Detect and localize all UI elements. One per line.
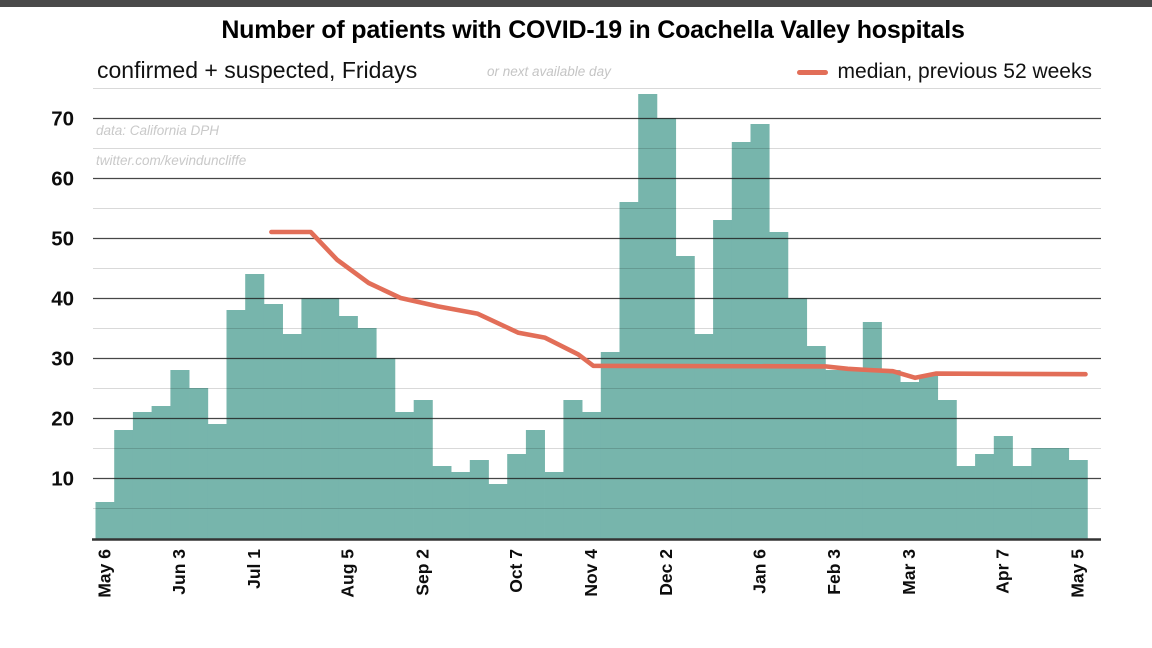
x-tick-label: Jun 3	[169, 549, 189, 595]
bar	[919, 376, 939, 540]
legend-label: median, previous 52 weeks	[837, 60, 1092, 83]
bar	[881, 370, 901, 540]
bar	[900, 382, 920, 540]
bar	[563, 400, 583, 540]
bar	[975, 454, 995, 540]
x-tick-label: Oct 7	[506, 549, 526, 593]
bar	[1050, 448, 1070, 540]
bar	[582, 412, 602, 540]
y-tick-label: 60	[51, 168, 74, 191]
bar	[207, 424, 227, 540]
x-tick-label: Sep 2	[413, 549, 433, 596]
bar	[114, 430, 134, 540]
x-tick-label: Jul 1	[244, 549, 264, 589]
bar	[731, 142, 751, 540]
bar	[638, 94, 658, 540]
bar	[451, 472, 471, 540]
x-tick-label: May 5	[1068, 549, 1088, 598]
bar	[956, 466, 976, 540]
median-line	[269, 229, 1088, 381]
bar	[937, 400, 957, 540]
window-top-border	[0, 0, 1152, 7]
bar	[282, 334, 302, 540]
bar	[488, 484, 508, 540]
bar	[245, 274, 265, 540]
bar	[1012, 466, 1032, 540]
median-line-swatch	[796, 69, 828, 75]
bar	[844, 370, 864, 540]
bars-series	[95, 94, 1088, 540]
x-tick-label: Feb 3	[824, 549, 844, 595]
x-tick-label: Aug 5	[338, 549, 358, 598]
bar	[376, 358, 396, 540]
chart-subtitle-note: or next available day	[487, 64, 611, 79]
bar	[619, 202, 639, 540]
chart-subtitle: confirmed + suspected, Fridays	[97, 57, 418, 83]
y-tick-label: 20	[51, 408, 74, 431]
y-tick-label: 70	[51, 108, 74, 131]
bar	[132, 412, 152, 540]
bar	[675, 256, 695, 540]
bar	[189, 388, 209, 540]
y-tick-label: 40	[51, 288, 74, 311]
x-tick-label: Nov 4	[581, 549, 601, 597]
bar	[544, 472, 564, 540]
data-source-note: data: California DPH	[96, 123, 220, 138]
median-polyline	[269, 229, 1088, 381]
y-tick-label: 50	[51, 228, 74, 251]
bar	[862, 322, 882, 540]
bar	[600, 352, 620, 540]
bar	[413, 400, 433, 540]
bar	[825, 370, 845, 540]
bar	[1031, 448, 1051, 540]
bar	[507, 454, 527, 540]
x-tick-label: Mar 3	[899, 549, 919, 595]
y-tick-label: 10	[51, 468, 74, 491]
bar	[432, 466, 452, 540]
author-credit: twitter.com/kevinduncliffe	[96, 153, 247, 168]
y-axis-labels: 10 20 30 40 50 60 70	[51, 108, 74, 491]
x-axis-labels: May 6 Jun 3 Jul 1 Aug 5 Sep 2 Oct 7 Nov 4 Dec 2…	[94, 549, 1087, 598]
bar	[806, 346, 826, 540]
bar	[151, 406, 171, 540]
bar	[226, 310, 246, 540]
gridlines	[93, 88, 1101, 509]
bar	[713, 220, 733, 540]
bar	[657, 118, 677, 540]
bar	[750, 124, 770, 540]
bar	[357, 328, 377, 540]
bar	[769, 232, 789, 540]
bar	[394, 412, 414, 540]
x-tick-label: May 6	[94, 549, 114, 598]
x-tick-label: Dec 2	[656, 549, 676, 596]
bar	[1068, 460, 1088, 540]
chart-title: Number of patients with COVID-19 in Coac…	[221, 16, 965, 44]
x-tick-label: Apr 7	[993, 549, 1013, 594]
bar	[338, 316, 358, 540]
bar	[694, 334, 714, 540]
bar	[993, 436, 1013, 540]
bar	[525, 430, 545, 540]
bar	[95, 502, 115, 540]
y-tick-label: 30	[51, 348, 74, 371]
legend: median, previous 52 weeks	[796, 60, 1092, 84]
bar	[263, 304, 283, 540]
bar	[170, 370, 190, 540]
x-tick-label: Jan 6	[749, 549, 769, 594]
bar	[469, 460, 489, 540]
